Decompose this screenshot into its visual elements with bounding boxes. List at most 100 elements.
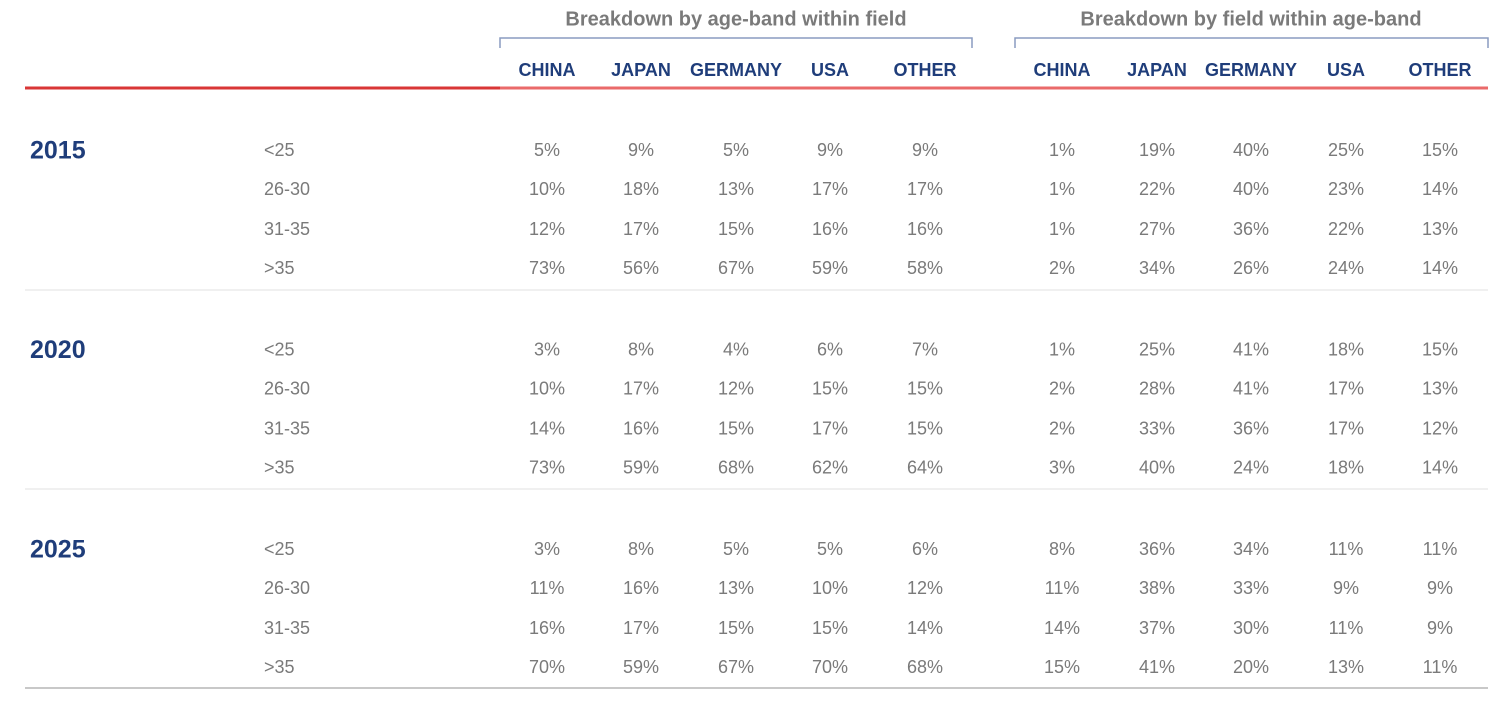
cell: 14% — [1422, 457, 1458, 477]
age-band: 31-35 — [264, 418, 310, 438]
cell: 9% — [1333, 578, 1359, 598]
cell: 19% — [1139, 140, 1175, 160]
cell: 16% — [623, 578, 659, 598]
column-header: USA — [811, 60, 849, 80]
cell: 14% — [1422, 179, 1458, 199]
cell: 33% — [1139, 418, 1175, 438]
cell: 25% — [1328, 140, 1364, 160]
cell: 22% — [1328, 219, 1364, 239]
cell: 11% — [530, 578, 565, 598]
cell: 18% — [1328, 339, 1364, 359]
cell: 73% — [529, 457, 565, 477]
group-bracket — [499, 37, 973, 48]
column-header: GERMANY — [1205, 60, 1297, 80]
cell: 26% — [1233, 258, 1269, 278]
cell: 5% — [817, 539, 843, 559]
cell: 13% — [1422, 378, 1458, 398]
cell: 15% — [812, 378, 848, 398]
cell: 30% — [1233, 618, 1269, 638]
cell: 15% — [907, 418, 943, 438]
cell: 15% — [1044, 657, 1080, 677]
cell: 10% — [529, 378, 565, 398]
cell: 17% — [1328, 418, 1364, 438]
cell: 18% — [623, 179, 659, 199]
cell: 28% — [1139, 378, 1175, 398]
cell: 14% — [907, 618, 943, 638]
cell: 12% — [529, 219, 565, 239]
cell: 18% — [1328, 457, 1364, 477]
cell: 59% — [623, 457, 659, 477]
cell: 70% — [529, 657, 565, 677]
cell: 15% — [812, 618, 848, 638]
cell: 37% — [1139, 618, 1175, 638]
cell: 58% — [907, 258, 943, 278]
cell: 59% — [812, 258, 848, 278]
cell: 17% — [623, 378, 659, 398]
cell: 11% — [1423, 539, 1458, 559]
cell: 3% — [534, 339, 560, 359]
cell: 8% — [1049, 539, 1075, 559]
cell: 15% — [718, 219, 754, 239]
cell: 38% — [1139, 578, 1175, 598]
cell: 36% — [1233, 219, 1269, 239]
group-header: Breakdown by field within age-band — [1080, 8, 1421, 30]
cell: 16% — [623, 418, 659, 438]
column-header: OTHER — [1409, 60, 1472, 80]
cell: 62% — [812, 457, 848, 477]
cell: 9% — [628, 140, 654, 160]
column-header: CHINA — [1034, 60, 1091, 80]
cell: 33% — [1233, 578, 1269, 598]
cell: 17% — [623, 219, 659, 239]
cell: 11% — [1045, 578, 1080, 598]
cell: 27% — [1139, 219, 1175, 239]
cell: 13% — [718, 578, 754, 598]
cell: 13% — [1422, 219, 1458, 239]
cell: 17% — [812, 418, 848, 438]
cell: 17% — [812, 179, 848, 199]
cell: 59% — [623, 657, 659, 677]
age-band: >35 — [264, 258, 295, 278]
cell: 1% — [1049, 339, 1075, 359]
cell: 11% — [1329, 618, 1364, 638]
cell: 14% — [529, 418, 565, 438]
column-header: JAPAN — [1127, 60, 1187, 80]
cell: 34% — [1139, 258, 1175, 278]
cell: 56% — [623, 258, 659, 278]
cell: 13% — [718, 179, 754, 199]
cell: 36% — [1233, 418, 1269, 438]
cell: 2% — [1049, 418, 1075, 438]
cell: 17% — [907, 179, 943, 199]
cell: 1% — [1049, 219, 1075, 239]
age-band: <25 — [264, 339, 295, 359]
cell: 5% — [723, 539, 749, 559]
age-band: 26-30 — [264, 378, 310, 398]
year-label: 2015 — [30, 137, 86, 165]
cell: 7% — [912, 339, 938, 359]
cell: 4% — [723, 339, 749, 359]
cell: 41% — [1233, 378, 1269, 398]
cell: 12% — [1422, 418, 1458, 438]
cell: 15% — [1422, 140, 1458, 160]
cell: 15% — [907, 378, 943, 398]
age-band: 26-30 — [264, 578, 310, 598]
age-band: <25 — [264, 539, 295, 559]
cell: 1% — [1049, 179, 1075, 199]
cell: 64% — [907, 457, 943, 477]
cell: 6% — [912, 539, 938, 559]
cell: 10% — [529, 179, 565, 199]
age-band: 31-35 — [264, 219, 310, 239]
cell: 16% — [529, 618, 565, 638]
age-band: >35 — [264, 457, 295, 477]
cell: 67% — [718, 657, 754, 677]
cell: 23% — [1328, 179, 1364, 199]
cell: 67% — [718, 258, 754, 278]
cell: 9% — [912, 140, 938, 160]
cell: 15% — [1422, 339, 1458, 359]
cell: 3% — [534, 539, 560, 559]
cell: 9% — [817, 140, 843, 160]
cell: 34% — [1233, 539, 1269, 559]
cell: 70% — [812, 657, 848, 677]
year-label: 2025 — [30, 536, 86, 564]
cell: 5% — [723, 140, 749, 160]
